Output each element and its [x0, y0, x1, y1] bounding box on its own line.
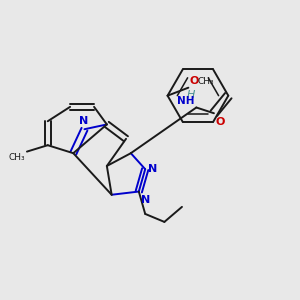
Text: O: O	[190, 76, 199, 86]
Text: H: H	[186, 91, 195, 100]
Text: N: N	[79, 116, 88, 126]
Text: N: N	[141, 195, 151, 205]
Text: O: O	[215, 117, 225, 127]
Text: CH₃: CH₃	[197, 77, 214, 86]
Text: N: N	[148, 164, 158, 173]
Text: CH₃: CH₃	[9, 153, 26, 162]
Text: NH: NH	[177, 96, 195, 106]
